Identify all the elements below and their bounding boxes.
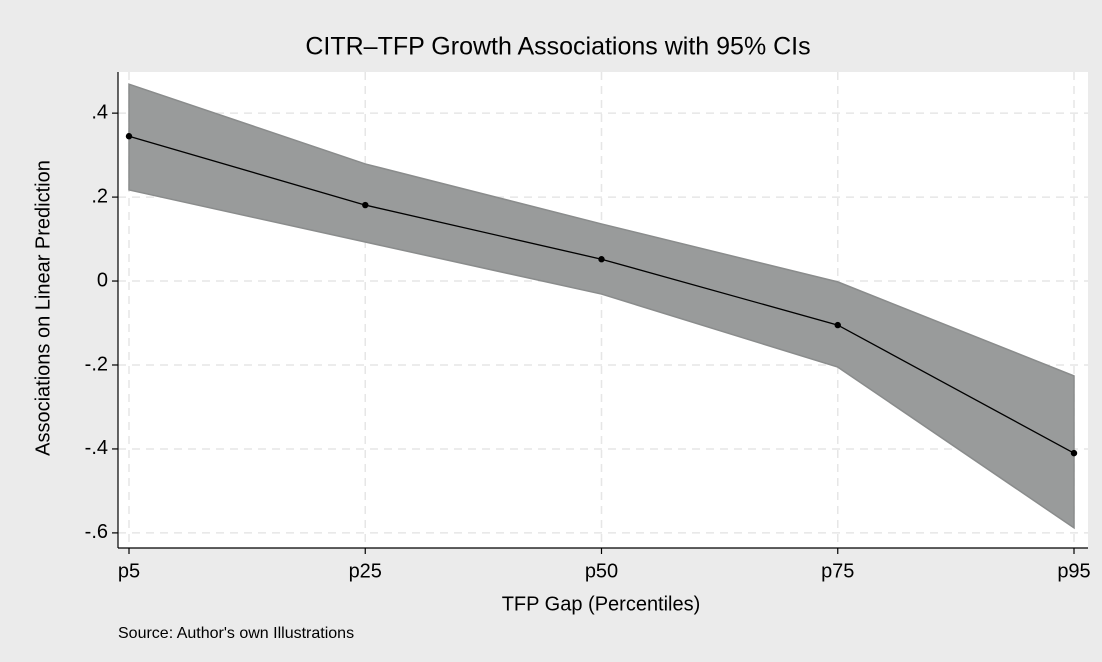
x-tick-label: p25 bbox=[349, 560, 382, 582]
x-tick-label: p75 bbox=[821, 560, 854, 582]
y-axis-title: Associations on Linear Prediction bbox=[32, 160, 54, 456]
y-tick-label: .4 bbox=[91, 101, 108, 123]
point bbox=[362, 201, 369, 209]
x-tick-label: p5 bbox=[118, 560, 140, 582]
point bbox=[125, 133, 133, 140]
y-tick-label: 0 bbox=[97, 269, 108, 291]
y-tick-label: -.6 bbox=[85, 521, 108, 543]
point bbox=[834, 321, 841, 329]
x-axis-title: TFP Gap (Percentiles) bbox=[502, 593, 701, 615]
y-tick-label: -.4 bbox=[85, 437, 108, 459]
x-tick-label: p50 bbox=[585, 560, 618, 582]
point bbox=[1070, 449, 1078, 457]
point bbox=[598, 256, 605, 263]
y-tick-label: -.2 bbox=[85, 353, 108, 375]
x-tick-label: p95 bbox=[1057, 560, 1090, 582]
y-tick-label: .2 bbox=[91, 185, 108, 207]
source-note: Source: Author's own Illustrations bbox=[118, 625, 354, 642]
confidence-band bbox=[128, 83, 1075, 530]
chart-title: CITR–TFP Growth Associations with 95% CI… bbox=[305, 33, 810, 61]
